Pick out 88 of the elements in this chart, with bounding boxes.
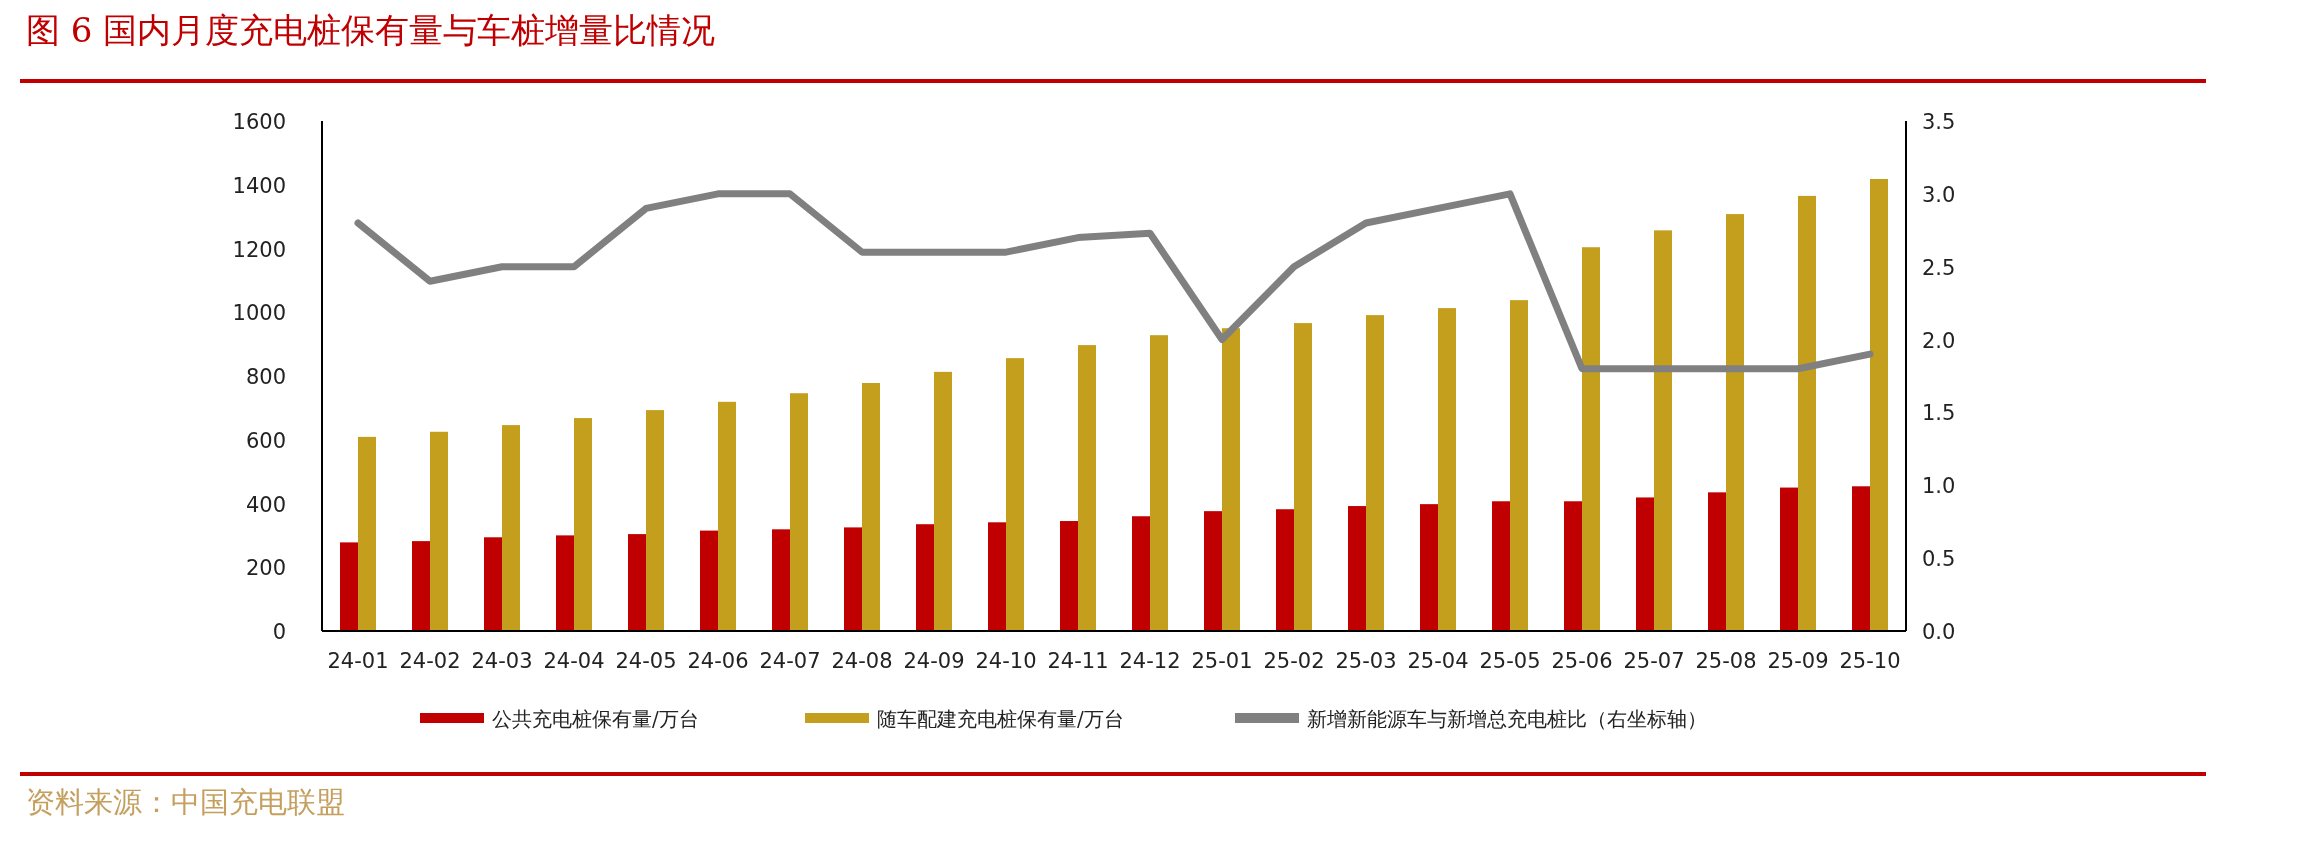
bar xyxy=(1204,511,1222,631)
x-tick-label: 24-04 xyxy=(543,649,605,673)
x-tick-label: 25-06 xyxy=(1551,649,1613,673)
x-tick-label: 24-01 xyxy=(327,649,389,673)
x-tick-label: 24-02 xyxy=(399,649,461,673)
bar xyxy=(1564,501,1582,631)
x-tick-label: 25-04 xyxy=(1407,649,1469,673)
x-tick-label: 24-06 xyxy=(687,649,749,673)
bar xyxy=(1852,486,1870,631)
bar xyxy=(934,371,952,631)
bar xyxy=(1492,501,1510,631)
bar xyxy=(700,530,718,631)
bar xyxy=(916,524,934,631)
y-tick-label: 200 xyxy=(245,556,286,581)
x-tick-label: 25-08 xyxy=(1695,649,1757,673)
x-tick-label: 24-03 xyxy=(471,649,533,673)
bar xyxy=(988,522,1006,631)
bar xyxy=(772,529,790,631)
bar xyxy=(484,537,502,631)
legend-label: 新增新能源车与新增总充电桩比（右坐标轴） xyxy=(1307,707,1707,731)
bar xyxy=(1780,487,1798,631)
x-tick-label: 24-07 xyxy=(759,649,821,673)
bar xyxy=(1420,504,1438,631)
y2-tick-label: 3.0 xyxy=(1922,182,1956,207)
bar xyxy=(718,401,736,631)
text: 资料来源：中国充电联盟 xyxy=(26,785,345,819)
y-tick-label: 1000 xyxy=(232,301,286,326)
y-tick-label: 1600 xyxy=(232,110,286,134)
y2-tick-label: 2.0 xyxy=(1922,328,1956,353)
bar xyxy=(1798,195,1816,631)
x-tick-label: 24-11 xyxy=(1047,649,1109,673)
bar xyxy=(1582,247,1600,631)
y2-tick-label: 0.0 xyxy=(1922,620,1956,644)
bar xyxy=(790,393,808,631)
bar xyxy=(1132,516,1150,631)
x-tick-label: 25-02 xyxy=(1263,649,1325,673)
y2-tick-label: 1.5 xyxy=(1922,401,1956,426)
bar xyxy=(1438,308,1456,631)
bar xyxy=(1222,328,1240,631)
y-tick-label: 1200 xyxy=(232,237,286,262)
y2-tick-label: 2.5 xyxy=(1922,255,1956,280)
x-tick-label: 25-01 xyxy=(1191,649,1253,673)
y-tick-label: 600 xyxy=(245,428,286,453)
chart-title: 图 6 国内月度充电桩保有量与车桩增量比情况 xyxy=(26,10,716,50)
bar xyxy=(646,410,664,631)
bar xyxy=(844,527,862,631)
bar xyxy=(1294,323,1312,631)
x-tick-label: 24-05 xyxy=(615,649,677,673)
legend-label: 随车配建充电桩保有量/万台 xyxy=(877,707,1124,731)
x-tick-label: 24-08 xyxy=(831,649,893,673)
x-tick-label: 25-10 xyxy=(1839,649,1901,673)
bar xyxy=(412,541,430,631)
x-tick-label: 25-07 xyxy=(1623,649,1685,673)
x-tick-label: 25-09 xyxy=(1767,649,1829,673)
legend-label: 公共充电桩保有量/万台 xyxy=(492,707,699,731)
y2-tick-label: 3.5 xyxy=(1922,110,1956,134)
bar xyxy=(1510,300,1528,631)
y2-tick-label: 0.5 xyxy=(1922,547,1956,572)
bar xyxy=(340,542,358,631)
bar xyxy=(1870,179,1888,631)
bar xyxy=(1636,497,1654,631)
bar xyxy=(1654,230,1672,631)
x-tick-label: 24-09 xyxy=(903,649,965,673)
y-tick-label: 800 xyxy=(245,365,286,389)
y-tick-label: 0 xyxy=(272,620,286,644)
bar xyxy=(1366,315,1384,631)
bar xyxy=(502,425,520,631)
bar xyxy=(1060,521,1078,631)
bar xyxy=(1348,506,1366,631)
bar xyxy=(1150,335,1168,631)
bar xyxy=(1078,345,1096,631)
y-tick-label: 1400 xyxy=(232,173,286,198)
x-tick-label: 25-03 xyxy=(1335,649,1397,673)
bar xyxy=(628,534,646,631)
y2-tick-label: 1.0 xyxy=(1922,474,1956,499)
bar xyxy=(862,383,880,631)
x-tick-label: 25-05 xyxy=(1479,649,1541,673)
x-tick-label: 24-10 xyxy=(975,649,1037,673)
bar xyxy=(1006,358,1024,631)
bar xyxy=(430,431,448,631)
y-tick-label: 400 xyxy=(245,492,286,517)
bar xyxy=(1276,509,1294,631)
bar xyxy=(358,436,376,631)
bar xyxy=(1708,492,1726,631)
bar xyxy=(556,535,574,631)
x-tick-label: 24-12 xyxy=(1119,649,1181,673)
bar xyxy=(574,418,592,631)
bar xyxy=(1726,214,1744,631)
